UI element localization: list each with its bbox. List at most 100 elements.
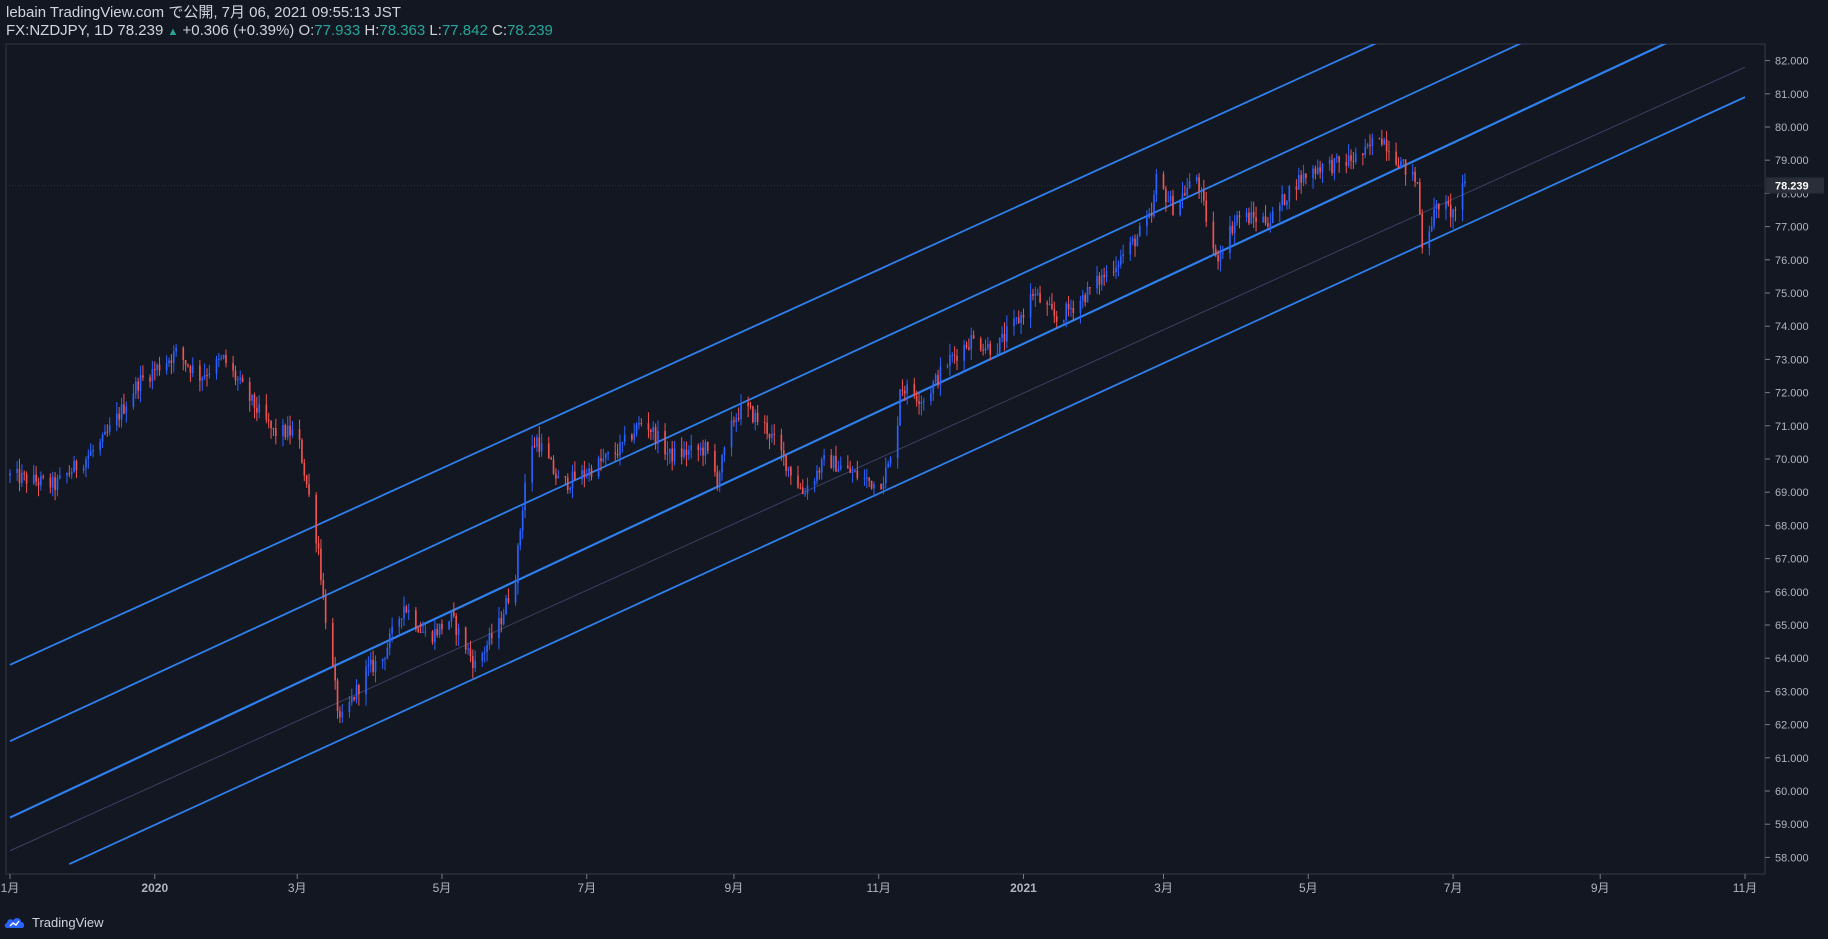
y-tick-label: 58.000: [1775, 852, 1809, 864]
candle-body: [265, 404, 268, 420]
y-tick-label: 82.000: [1775, 56, 1809, 68]
candle-body: [438, 623, 441, 636]
x-tick-label: 7月: [577, 881, 596, 895]
x-tick-label: 3月: [288, 881, 307, 895]
y-tick-label: 61.000: [1775, 753, 1809, 765]
candle-body: [158, 364, 161, 371]
candle-body: [1105, 271, 1108, 278]
candle-body: [780, 434, 783, 451]
candle-body: [68, 473, 71, 475]
candle-body: [1305, 173, 1307, 179]
y-tick-label: 64.000: [1775, 653, 1809, 665]
channel-line-outer-upper[interactable]: [9, 41, 1382, 666]
candle-body: [934, 375, 937, 383]
candle-body: [806, 485, 809, 494]
candle-body: [550, 458, 552, 460]
last-price-label: 78.239: [1775, 180, 1809, 192]
candle-body: [763, 422, 766, 424]
candle-body: [590, 468, 593, 477]
candle-body: [851, 471, 854, 473]
candle-body: [123, 404, 125, 414]
candle-body: [820, 459, 823, 473]
candle-body: [899, 389, 901, 426]
candle-body: [1222, 252, 1224, 254]
candle-body: [215, 359, 218, 374]
candle-body: [517, 545, 519, 584]
tradingview-brand[interactable]: TradingView: [32, 914, 104, 930]
candle-body: [1350, 155, 1352, 161]
channel-line-middle[interactable]: [9, 41, 1671, 819]
candle-body: [291, 429, 294, 436]
candle-body: [417, 628, 420, 632]
candle-body: [920, 402, 923, 405]
candle-body: [483, 651, 486, 654]
candle-body: [683, 449, 685, 457]
y-tick-label: 76.000: [1775, 255, 1809, 267]
candle-body: [813, 480, 816, 486]
candle-body: [134, 381, 137, 394]
candle-body: [1248, 212, 1250, 224]
candle-body: [99, 441, 102, 451]
candle-body: [500, 618, 503, 625]
candle-body: [172, 351, 175, 363]
candle-body: [970, 335, 973, 350]
candle-body: [1433, 209, 1435, 227]
candle-body: [237, 379, 239, 381]
candle-body: [336, 680, 339, 711]
candle-body: [453, 611, 455, 616]
candle-body: [490, 633, 493, 639]
candle-body: [1236, 215, 1238, 223]
channel-line-upper[interactable]: [9, 41, 1527, 743]
candle-body: [23, 472, 26, 474]
candle-body: [583, 470, 586, 477]
candle-body: [1084, 295, 1087, 303]
candle-body: [191, 365, 194, 373]
x-tick-label: 11月: [866, 881, 890, 895]
candle-body: [533, 445, 536, 448]
candle-body: [939, 366, 942, 386]
candle-body: [1445, 201, 1447, 210]
candle-body: [754, 412, 757, 423]
candle-body: [308, 484, 310, 495]
candle-body: [607, 452, 609, 454]
candle-body: [507, 597, 510, 603]
candle-body: [735, 418, 738, 423]
candle-body: [1297, 175, 1300, 190]
candle-body: [854, 470, 856, 472]
x-tick-label: 7月: [1444, 881, 1463, 895]
candle-body: [324, 596, 327, 623]
candle-body: [225, 354, 227, 364]
candle-body: [9, 473, 11, 476]
candle-body: [514, 583, 517, 603]
candle-body: [1053, 309, 1056, 317]
candle-body: [1314, 168, 1317, 174]
candle-body: [524, 482, 526, 511]
candle-body: [588, 468, 590, 476]
candle-body: [108, 425, 111, 433]
candle-body: [766, 422, 768, 434]
low-value: 77.842: [441, 22, 488, 39]
candle-body: [1039, 293, 1041, 303]
candle-body: [251, 394, 253, 401]
candle-body: [407, 610, 410, 613]
candle-body: [906, 384, 908, 394]
candle-body: [274, 428, 277, 436]
candle-body: [1411, 171, 1414, 175]
candle-body: [521, 510, 524, 531]
candle-body: [1150, 213, 1153, 216]
candle-body: [816, 470, 818, 481]
channel-line-lower[interactable]: [68, 96, 1746, 865]
candle-body: [1079, 300, 1082, 313]
chart-axes: 82.00081.00080.00079.00078.00077.00076.0…: [1, 56, 1824, 895]
y-tick-label: 59.000: [1775, 819, 1809, 831]
candle-body: [66, 473, 68, 476]
candle-body: [464, 627, 467, 650]
candle-body: [1447, 201, 1450, 205]
candle-body: [49, 477, 52, 488]
last-price-tag: [1766, 177, 1824, 194]
candle-body: [882, 482, 885, 490]
channel-lines[interactable]: [9, 41, 1746, 865]
tradingview-cloud-icon[interactable]: [4, 915, 26, 929]
candle-body: [749, 406, 752, 408]
